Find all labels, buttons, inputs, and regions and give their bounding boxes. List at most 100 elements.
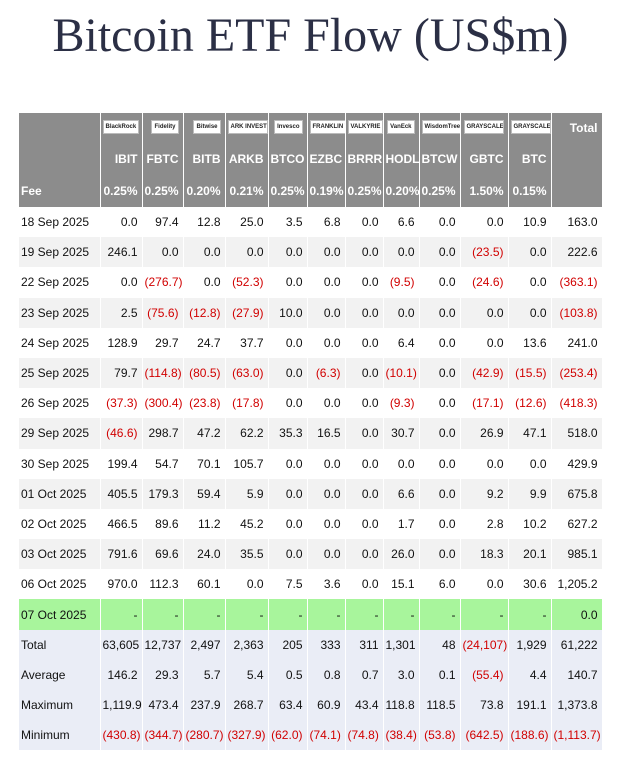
flow-cell: 0.0 (419, 508, 461, 540)
flow-cell: 0.0 (225, 569, 269, 600)
flow-cell: 118.5 (419, 690, 461, 721)
row-label: 22 Sep 2025 (19, 267, 101, 298)
flow-cell: (9.5) (383, 267, 420, 298)
flow-cell: 268.7 (225, 690, 269, 721)
flow-cell: 6.6 (383, 478, 420, 509)
flow-cell: 0.0 (419, 478, 461, 509)
row-label: 03 Oct 2025 (19, 539, 101, 570)
ticker-header: BITB (183, 143, 226, 175)
fee-cell: 0.25% (268, 175, 308, 207)
flow-cell: 37.7 (225, 327, 269, 358)
flow-cell: (75.6) (142, 297, 184, 328)
flow-cell: 0.1 (419, 659, 461, 690)
flow-cell: 0.0 (307, 327, 346, 358)
flow-cell: 0.0 (508, 267, 552, 298)
flow-cell: 675.8 (551, 478, 603, 509)
flow-cell: (74.1) (307, 720, 346, 751)
flow-cell: 0.0 (419, 388, 461, 419)
flow-cell: - (225, 599, 269, 630)
flow-cell: 0.0 (225, 237, 269, 268)
flow-cell: 0.0 (460, 207, 509, 238)
flow-cell: 0.0 (419, 418, 461, 449)
flow-cell: 163.0 (551, 207, 603, 238)
flow-cell: 10.2 (508, 508, 552, 540)
flow-cell: 222.6 (551, 237, 603, 268)
pending-row: 07 Oct 2025- - - - - - - - - - -0.0 (19, 599, 603, 630)
flow-cell: 0.0 (100, 267, 143, 298)
flow-cell: 60.1 (183, 569, 226, 600)
corner-cell (19, 143, 101, 175)
flow-cell: 0.0 (183, 237, 226, 268)
fee-cell: 0.20% (183, 175, 226, 207)
row-label: 07 Oct 2025 (19, 599, 101, 630)
flow-cell: (103.8) (551, 297, 603, 328)
logo-cell: WisdomTree (419, 113, 461, 143)
flow-cell: 2,363 (225, 629, 269, 660)
data-row: 03 Oct 2025 791.6 69.6 24.0 35.5 0.0 0.0 0.0 26.… (19, 539, 603, 570)
flow-cell: 43.4 (345, 690, 384, 721)
corner-cell (551, 143, 603, 175)
flow-cell: (280.7) (183, 720, 226, 751)
issuer-logo: FRANKLIN TEMPLETON (309, 119, 344, 134)
ticker-header: BRRR (345, 143, 384, 175)
logo-cell: Fidelity (142, 113, 184, 143)
flow-cell: 0.0 (268, 448, 308, 479)
fee-cell: 0.20% (383, 175, 420, 207)
flow-cell: 0.0 (268, 478, 308, 509)
summary-row: Total 63,605 12,737 2,497 2,363 205 333 311 1,30… (19, 629, 603, 660)
flow-cell: (80.5) (183, 357, 226, 389)
flow-cell: 6.0 (419, 569, 461, 600)
flow-cell: 0.0 (345, 539, 384, 570)
flow-cell: 0.0 (345, 569, 384, 600)
flow-cell: - (142, 599, 184, 630)
flow-cell: 0.0 (345, 448, 384, 479)
flow-cell: 6.8 (307, 207, 346, 238)
flow-cell: 0.0 (268, 508, 308, 540)
flow-cell: 0.0 (268, 388, 308, 419)
flow-cell: 25.0 (225, 207, 269, 238)
data-row: 02 Oct 2025 466.5 89.6 11.2 45.2 0.0 0.0 0.0 1.7… (19, 508, 603, 540)
flow-cell: (62.0) (268, 720, 308, 751)
flow-cell: 0.0 (268, 237, 308, 268)
flow-cell: 24.7 (183, 327, 226, 358)
flow-cell: 1.7 (383, 508, 420, 540)
data-row: 18 Sep 2025 0.0 97.4 12.8 25.0 3.5 6.8 0.0 6.6 0.… (19, 207, 603, 238)
flow-cell: 6.6 (383, 207, 420, 238)
ticker-header: BTCO (268, 143, 308, 175)
data-row: 01 Oct 2025 405.5 179.3 59.4 5.9 0.0 0.0 0.0 6.6… (19, 478, 603, 509)
data-row: 25 Sep 2025 79.7 (114.8) (80.5) (63.0) 0.0 (6.… (19, 357, 603, 389)
flow-cell: 0.8 (307, 659, 346, 690)
flow-cell: 0.0 (345, 297, 384, 328)
row-label: 24 Sep 2025 (19, 327, 101, 358)
issuer-logo: VALKYRIE (347, 119, 382, 134)
flow-cell: - (183, 599, 226, 630)
flow-cell: 69.6 (142, 539, 184, 570)
fee-cell: 0.25% (419, 175, 461, 207)
header-row: IBIT FBTC BITB ARKB BTCO EZBC BRRR HODL BTCW GBTC… (19, 143, 603, 175)
flow-cell: 29.3 (142, 659, 184, 690)
ticker-header: GBTC (460, 143, 509, 175)
flow-cell: 20.1 (508, 539, 552, 570)
flow-cell: 0.0 (460, 448, 509, 479)
summary-row: Average 146.2 29.3 5.7 5.4 0.5 0.8 0.7 3.0 0.1 (55… (19, 659, 603, 690)
flow-cell: 0.0 (419, 207, 461, 238)
flow-cell: (642.5) (460, 720, 509, 751)
flow-cell: (188.6) (508, 720, 552, 751)
issuer-logo: Invesco (274, 119, 303, 134)
flow-cell: 128.9 (100, 327, 143, 358)
flow-cell: 35.3 (268, 418, 308, 449)
flow-cell: 0.0 (345, 237, 384, 268)
flow-cell: 466.5 (100, 508, 143, 540)
data-row: 23 Sep 2025 2.5 (75.6) (12.8) (27.9) 10.0 0.0 0… (19, 297, 603, 328)
fee-label: Fee (19, 175, 101, 207)
flow-cell: 0.0 (460, 297, 509, 328)
row-label: 18 Sep 2025 (19, 207, 101, 238)
flow-cell: 0.0 (307, 448, 346, 479)
flow-cell: 0.0 (345, 388, 384, 419)
flow-cell: (52.3) (225, 267, 269, 298)
data-row: 19 Sep 2025 246.1 0.0 0.0 0.0 0.0 0.0 0.0 0.0 0.0… (19, 237, 603, 268)
flow-cell: 0.0 (345, 508, 384, 540)
logo-cell: VALKYRIE (345, 113, 384, 143)
row-label: Average (19, 659, 101, 690)
